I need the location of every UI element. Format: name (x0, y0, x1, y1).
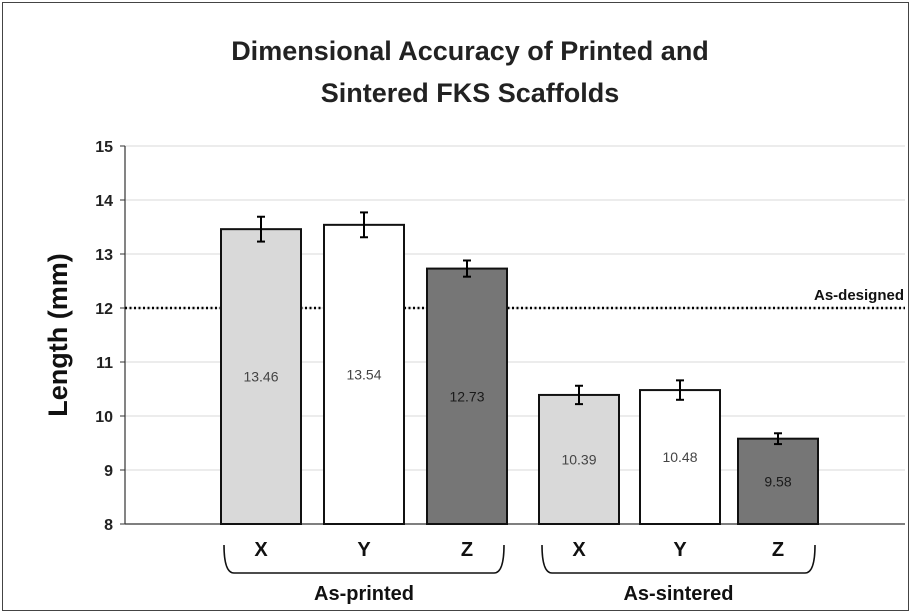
y-tick-label: 14 (95, 193, 113, 210)
y-tick-label: 12 (95, 301, 113, 318)
category-label: X (254, 539, 268, 561)
y-tick-label: 9 (104, 463, 113, 480)
y-tick-label: 15 (95, 139, 113, 156)
bar-value-label: 13.54 (346, 366, 381, 382)
bar-value-label: 10.48 (662, 449, 697, 465)
chart-title-line2: Sintered FKS Scaffolds (320, 78, 620, 108)
y-tick-label: 11 (96, 355, 113, 372)
group-label: As-sintered (623, 583, 733, 605)
bar-value-label: 9.58 (764, 473, 791, 489)
y-tick-label: 13 (95, 247, 113, 264)
chart-title-line1: Dimensional Accuracy of Printed and (231, 36, 709, 66)
bar-value-label: 12.73 (449, 388, 484, 404)
bar (426, 267, 508, 525)
category-label: X (572, 539, 586, 561)
category-label: Y (673, 539, 687, 561)
category-label: Z (772, 539, 784, 561)
bar (639, 389, 721, 525)
bar (220, 228, 302, 525)
bar-value-label: 13.46 (243, 369, 278, 385)
category-label: Y (357, 539, 371, 561)
y-axis-label: Length (mm) (43, 253, 73, 416)
group-bracket (223, 544, 505, 574)
category-label: Z (461, 539, 473, 561)
y-tick-label: 10 (95, 409, 113, 426)
y-tick-label: 8 (104, 517, 113, 534)
bar (538, 393, 620, 525)
group-bracket (541, 544, 816, 574)
as-designed-label: As-designed (814, 287, 904, 304)
group-label: As-printed (314, 583, 414, 605)
bar-value-label: 10.39 (561, 451, 596, 467)
